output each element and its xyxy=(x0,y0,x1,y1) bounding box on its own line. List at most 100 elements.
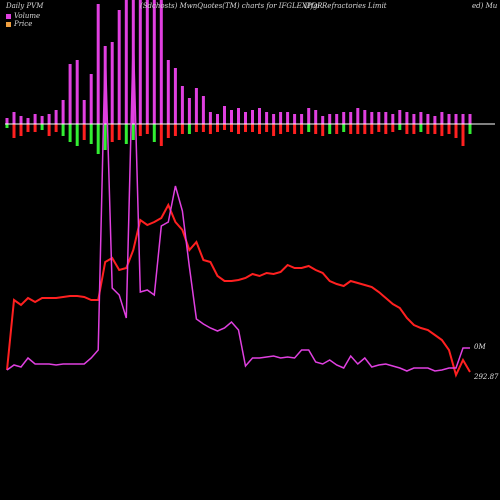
change-bar xyxy=(187,124,191,134)
volume-bar xyxy=(258,108,261,124)
volume-bar xyxy=(440,112,444,124)
change-bar xyxy=(19,124,23,136)
volume-bar xyxy=(96,4,100,124)
legend-volume-label: Volume xyxy=(14,12,41,20)
change-bar xyxy=(461,124,465,146)
volume-bar xyxy=(19,116,23,124)
change-bar xyxy=(265,124,269,132)
change-bar xyxy=(321,124,325,136)
volume-line xyxy=(6,35,470,372)
legend-volume-swatch xyxy=(6,13,11,19)
change-bar xyxy=(314,124,318,134)
volume-bar xyxy=(47,114,51,124)
change-bar xyxy=(300,124,304,134)
change-bar xyxy=(75,124,79,146)
volume-bar xyxy=(173,68,177,124)
volume-bar xyxy=(208,112,212,124)
volume-bar xyxy=(265,112,269,124)
change-bar xyxy=(391,124,395,132)
volume-bar xyxy=(426,114,430,124)
header-middle: (Sdchosts) MwnQuotes(TM) charts for IFGL… xyxy=(140,2,323,10)
volume-bars xyxy=(5,0,472,154)
volume-bar xyxy=(237,108,240,124)
change-bar xyxy=(47,124,51,136)
volume-bar xyxy=(68,64,72,124)
volume-bar xyxy=(166,60,170,124)
change-bar xyxy=(468,124,472,134)
change-bar xyxy=(89,124,93,144)
change-bar xyxy=(216,124,219,132)
legend-volume: Volume xyxy=(6,12,40,20)
volume-bar xyxy=(251,110,254,124)
volume-bar xyxy=(244,112,247,124)
change-bar xyxy=(230,124,233,132)
change-bar xyxy=(377,124,381,132)
legend-price-swatch xyxy=(6,21,11,27)
volume-bar xyxy=(89,74,93,124)
change-bar xyxy=(131,124,135,140)
volume-bar xyxy=(223,106,226,124)
change-bar xyxy=(237,124,240,134)
volume-bar xyxy=(103,46,107,124)
legend-price: Price xyxy=(6,20,32,28)
volume-bar xyxy=(201,96,205,124)
change-bar xyxy=(103,124,107,150)
change-bar xyxy=(307,124,311,132)
header-left: Daily PVM xyxy=(6,2,44,10)
volume-bar xyxy=(230,110,233,124)
change-bar xyxy=(286,124,290,132)
volume-bar xyxy=(279,112,283,124)
volume-bar xyxy=(412,114,416,124)
change-bar xyxy=(96,124,100,154)
change-bar xyxy=(68,124,72,142)
change-bar xyxy=(328,124,332,134)
volume-bar xyxy=(419,112,423,124)
change-bar xyxy=(447,124,451,134)
legend-price-label: Price xyxy=(14,20,33,28)
change-bar xyxy=(258,124,261,134)
volume-bar xyxy=(187,98,191,124)
change-bar xyxy=(180,124,184,134)
change-bar xyxy=(398,124,402,130)
change-bar xyxy=(173,124,177,136)
volume-bar xyxy=(33,114,37,124)
volume-bar xyxy=(384,112,388,124)
change-bar xyxy=(251,124,254,132)
change-bar xyxy=(61,124,65,136)
change-bar xyxy=(363,124,367,134)
change-bar xyxy=(279,124,283,134)
volume-bar xyxy=(286,112,290,124)
volume-bar xyxy=(300,114,304,124)
change-bar xyxy=(412,124,416,134)
volume-bar xyxy=(124,0,128,124)
volume-bar xyxy=(194,88,198,124)
volume-bar xyxy=(377,112,381,124)
volume-bar xyxy=(26,118,30,124)
change-bar xyxy=(349,124,353,134)
volume-bar xyxy=(180,86,184,124)
change-bar xyxy=(454,124,458,138)
change-bar xyxy=(166,124,170,138)
volume-bar xyxy=(391,114,395,124)
volume-bar xyxy=(447,114,451,124)
volume-bar xyxy=(54,110,58,124)
volume-bar xyxy=(216,114,219,124)
change-bar xyxy=(426,124,430,134)
volume-bar xyxy=(398,110,402,124)
volume-bar xyxy=(293,114,297,124)
change-bar xyxy=(159,124,163,146)
change-bar xyxy=(335,124,339,134)
volume-bar xyxy=(145,0,149,124)
volume-bar xyxy=(461,114,465,124)
volume-bar xyxy=(5,118,9,124)
volume-bar xyxy=(117,10,121,124)
change-bar xyxy=(124,124,128,144)
volume-bar xyxy=(40,116,44,124)
volume-bar xyxy=(356,108,360,124)
volume-last-label: 0M xyxy=(474,343,486,351)
change-bar xyxy=(82,124,86,140)
volume-bar xyxy=(349,112,353,124)
change-bar xyxy=(54,124,58,132)
change-bar xyxy=(293,124,297,134)
